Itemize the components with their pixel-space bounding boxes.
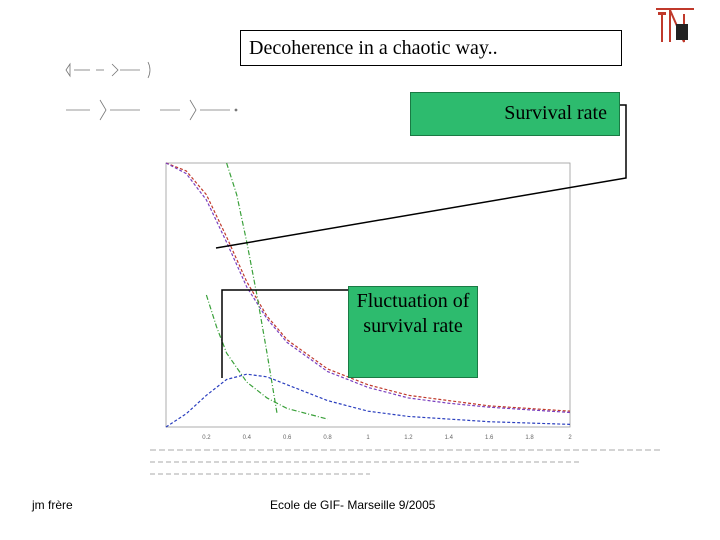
- fluctuation-label: Fluctuation of survival rate: [356, 290, 470, 337]
- slide-title: Decoherence in a chaotic way..: [249, 37, 498, 59]
- x-tick-label: 1: [366, 435, 370, 441]
- footer-event: Ecole de GIF- Marseille 9/2005: [270, 498, 436, 512]
- institution-logo: [656, 8, 694, 43]
- x-tick-label: 0.2: [202, 435, 211, 441]
- x-tick-labels: 0.2 0.4 0.6 0.8 1 1.2 1.4 1.6 1.8 2: [202, 435, 572, 441]
- x-tick-label: 1.6: [485, 435, 494, 441]
- figure-caption-image: [150, 449, 660, 475]
- x-tick-label: 0.4: [243, 435, 252, 441]
- x-tick-label: 1.8: [525, 435, 534, 441]
- series-line-5: [165, 373, 571, 428]
- x-tick-label: 1.2: [404, 435, 413, 441]
- formula-image: [65, 61, 238, 121]
- series-line-4: [205, 294, 328, 420]
- survival-rate-callout: Survival rate: [410, 92, 620, 136]
- fluctuation-callout: Fluctuation of survival rate: [348, 286, 478, 378]
- series-line-1: [165, 162, 571, 412]
- slide-title-box: Decoherence in a chaotic way..: [240, 30, 622, 66]
- series-line-3: [226, 162, 278, 414]
- x-tick-label: 0.6: [283, 435, 292, 441]
- x-tick-label: 2: [568, 435, 572, 441]
- survival-rate-label: Survival rate: [504, 102, 607, 124]
- x-tick-label: 0.8: [323, 435, 332, 441]
- footer-author: jm frère: [32, 498, 73, 512]
- x-tick-label: 1.4: [445, 435, 454, 441]
